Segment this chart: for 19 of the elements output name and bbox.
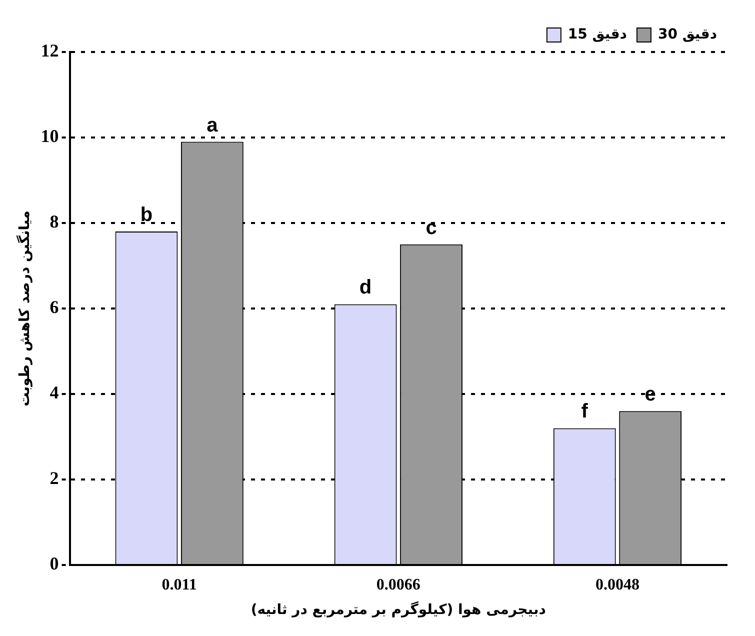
data-label: a: [206, 114, 219, 136]
x-axis-title: دبیجرمی هوا (کیلوگرم بر مترمربع در ثانیه): [250, 601, 546, 618]
legend-label: دقیق 15: [568, 26, 627, 43]
y-tick-label: 0: [50, 554, 59, 574]
y-tick-label: 4: [50, 382, 59, 403]
x-tick-label: 0.0066: [376, 576, 420, 594]
y-tick-label: 6: [50, 297, 59, 318]
legend-label: دقیق 30: [658, 26, 718, 43]
x-tick-label: 0.0048: [595, 576, 640, 594]
y-tick-label: 8: [50, 212, 59, 232]
data-label: f: [581, 400, 588, 423]
y-tick-label: 12: [40, 40, 59, 61]
data-label: d: [359, 276, 372, 299]
y-tick-label: 10: [40, 126, 59, 146]
data-label: c: [426, 216, 437, 239]
y-tick-label: 2: [50, 468, 59, 488]
x-tick-label: 0.011: [162, 576, 197, 594]
y-axis-title: میانگین درصد کاهش رطوبت: [16, 210, 34, 406]
data-label: b: [140, 204, 153, 226]
